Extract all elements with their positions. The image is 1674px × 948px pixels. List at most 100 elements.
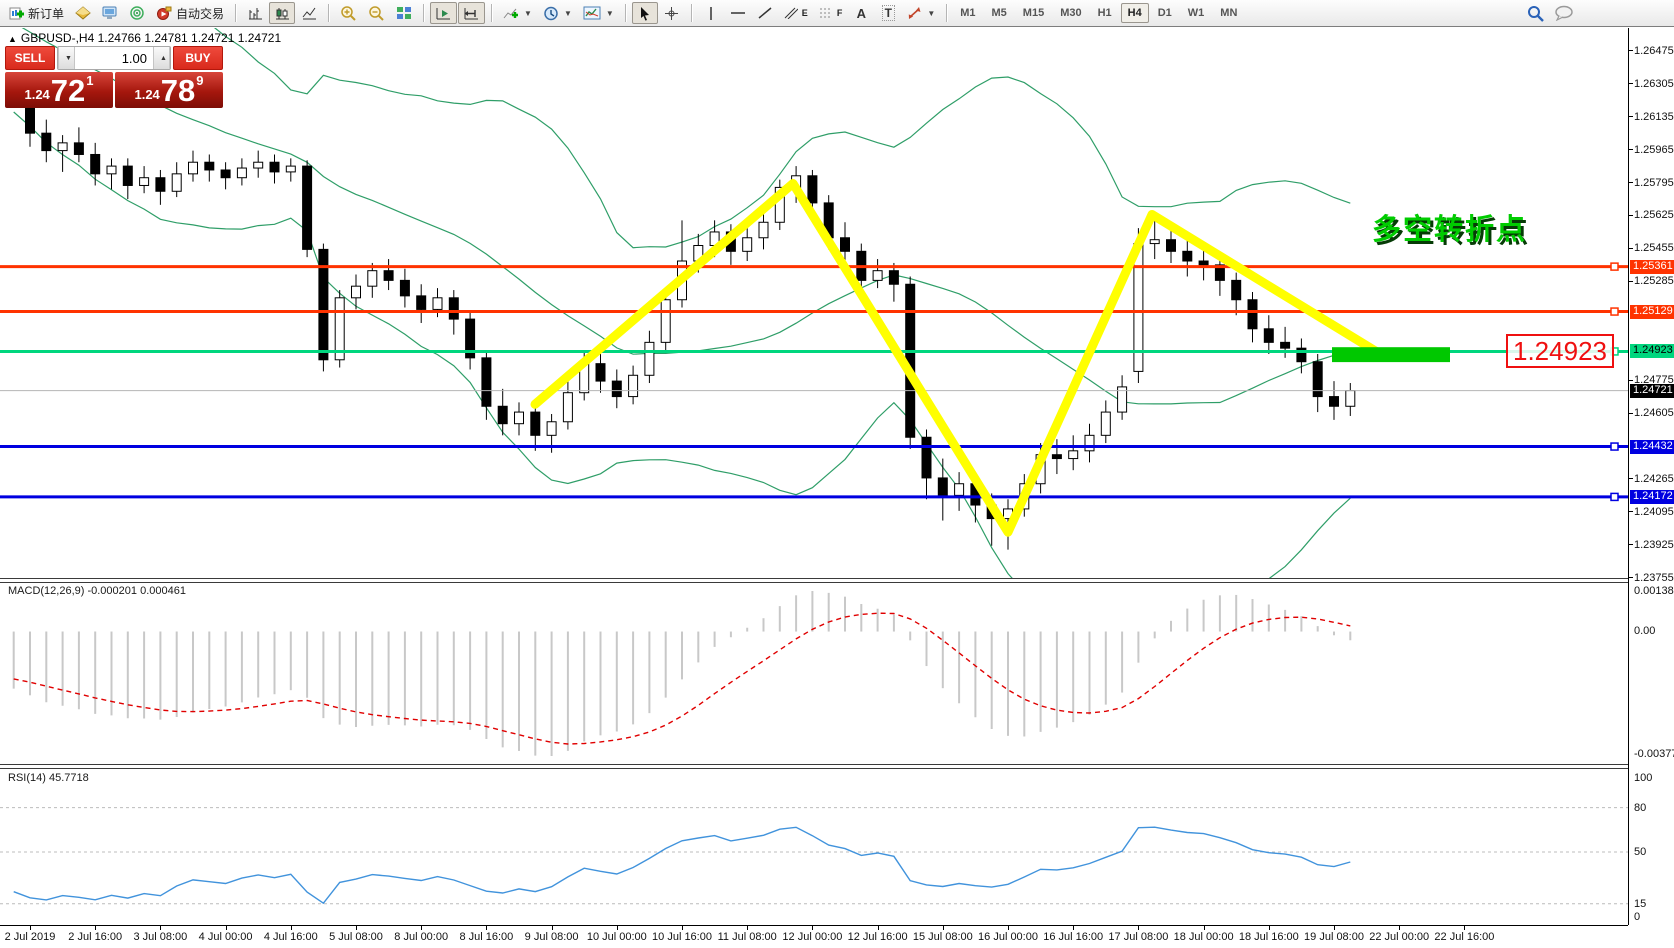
timeframe-button-H1[interactable]: H1 [1091,3,1119,23]
sell-button[interactable]: SELL [5,46,55,70]
candle-body [1068,450,1079,460]
sell-price-display[interactable]: 1.24 72 1 [5,72,113,108]
search-icon[interactable] [1527,5,1544,22]
chart-shift-button[interactable] [458,2,486,24]
sell-price-prefix: 1.24 [24,87,50,102]
zoom-out-icon [369,6,384,21]
price-axis-label: 1.24605 [1634,407,1674,420]
timeframe-button-M30[interactable]: M30 [1053,3,1088,23]
price-tag[interactable]: 1.24923 [1630,344,1674,359]
price-axis-tick [1629,412,1633,414]
candle-body [399,279,410,297]
candle-body [872,270,883,281]
rsi-axis-label: 0 [1634,911,1641,923]
line-handle[interactable] [1610,307,1619,316]
cursor-tool-button[interactable] [631,2,658,24]
channel-icon [784,7,798,19]
timeframe-button-H4[interactable]: H4 [1120,3,1149,23]
zoom-out-button[interactable] [363,2,390,24]
macd-indicator-pane[interactable] [0,583,1628,764]
line-chart-icon [302,7,317,19]
time-axis-tick [486,926,488,930]
horizontal-line-tool-button[interactable] [725,2,751,24]
channel-tool-button[interactable]: E [779,2,813,24]
buy-button[interactable]: BUY [173,46,223,70]
time-axis-label: 18 Jul 16:00 [1238,931,1299,943]
indicators-button[interactable]: ▼ [498,2,537,24]
clock-icon [544,6,558,20]
yellow-zigzag-trendline[interactable] [530,179,1382,537]
tile-windows-button[interactable] [391,2,417,24]
price-axis-tick [1629,379,1633,381]
line-handle[interactable] [1610,492,1619,502]
volume-decrease-button[interactable]: ▼ [58,47,75,69]
timeframe-button-MN[interactable]: MN [1213,3,1244,23]
candle-body [1280,341,1291,349]
timeframe-button-M15[interactable]: M15 [1016,3,1051,23]
collapse-panel-icon[interactable]: ▲ [8,34,17,44]
timeframe-button-D1[interactable]: D1 [1151,3,1179,23]
time-axis-tick [356,926,357,930]
volume-increase-button[interactable]: ▲ [153,47,170,69]
candle-body [269,161,280,173]
experts-button[interactable] [97,2,123,24]
news-button[interactable] [124,2,150,24]
candlestick-chart-button[interactable] [269,2,296,24]
time-axis-label: 10 Jul 16:00 [652,931,712,943]
new-order-button[interactable]: 新订单 [4,2,69,24]
time-axis: 2 Jul 2019 2 Jul 16:00 3 Jul 08:00 4 Jul 00… [0,925,1628,948]
candle-body [1296,347,1307,363]
fibonacci-tool-button[interactable]: F [814,2,848,24]
pane-separator[interactable] [0,578,1628,583]
price-tag[interactable]: 1.25129 [1630,304,1674,319]
chart-shift-icon [464,7,479,19]
price-axis: 1.26475 1.26305 1.26135 1.25965 1.25795 1.256… [1628,28,1674,925]
macd-axis-zero-label: 0.00 [1634,624,1656,637]
main-price-chart[interactable] [0,28,1628,578]
crosshair-tool-button[interactable] [659,2,685,24]
dropdown-caret-icon: ▼ [524,8,532,18]
line-handle[interactable] [1610,442,1619,451]
timeframe-button-W1[interactable]: W1 [1181,3,1212,23]
fibonacci-icon [819,8,832,18]
price-axis-tick [1629,116,1633,118]
trendline-tool-button[interactable] [752,2,778,24]
chart-text-annotation[interactable]: 多空转折点 [1372,214,1528,246]
time-axis-label: 3 Jul 08:00 [133,931,188,943]
line-handle[interactable] [1610,262,1619,271]
toolbox-button[interactable] [70,2,96,24]
price-tag[interactable]: 1.24172 [1630,489,1674,504]
text-label-tool-button[interactable]: T [875,2,901,24]
periods-button[interactable]: ▼ [538,2,577,24]
price-callout-box[interactable]: 1.24923 [1506,334,1614,368]
line-chart-button[interactable] [296,2,322,24]
time-axis-label: 12 Jul 16:00 [847,931,908,943]
green-highlight-box[interactable] [1332,347,1450,363]
autotrading-label: 自动交易 [176,6,225,21]
volume-input[interactable] [75,47,153,69]
price-axis-tick [1629,182,1633,184]
timeframe-button-M5[interactable]: M5 [985,3,1014,23]
candle-body [1345,390,1356,407]
vertical-line-tool-button[interactable] [698,2,724,24]
current-price-tag: 1.24721 [1630,383,1674,398]
price-tag[interactable]: 1.25361 [1630,259,1674,274]
chat-icon[interactable] [1554,5,1574,21]
candle-body [1214,264,1225,281]
rsi-indicator-pane[interactable] [0,769,1628,925]
text-tool-button[interactable]: A [848,2,874,24]
time-axis-label: 18 Jul 00:00 [1173,931,1234,943]
arrows-tool-button[interactable]: ▼ [902,2,940,24]
pane-separator[interactable] [0,764,1628,769]
templates-button[interactable]: ▼ [578,2,619,24]
buy-price-display[interactable]: 1.24 78 9 [115,72,223,108]
zoom-in-button[interactable] [335,2,362,24]
bar-chart-button[interactable] [242,2,268,24]
candle-body [514,411,524,425]
auto-scroll-button[interactable] [430,2,458,24]
autotrading-button[interactable]: 自动交易 [151,2,229,24]
price-axis-tick [1629,280,1633,282]
timeframe-button-M1[interactable]: M1 [953,3,982,23]
price-tag[interactable]: 1.24432 [1630,439,1674,454]
